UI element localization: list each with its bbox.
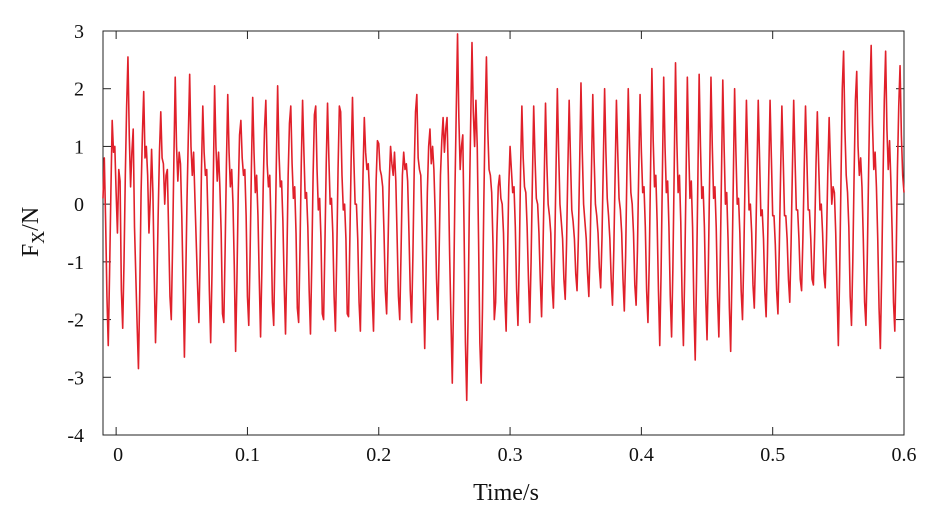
y-axis-title-main: F [18, 244, 44, 257]
series-layer [102, 33, 905, 402]
y-tick-label: -3 [67, 367, 84, 389]
x-tick-label: 0.1 [235, 444, 260, 466]
y-ticks: -4 -3 -2 -1 0 1 2 3 [67, 21, 904, 447]
y-axis-title-unit: /N [18, 207, 44, 231]
y-tick-label: -1 [67, 252, 84, 274]
y-tick-label: 3 [74, 21, 84, 43]
plot-frame [102, 30, 905, 436]
x-tick-label: 0.3 [498, 444, 523, 466]
y-tick-label: 2 [74, 79, 84, 101]
x-tick-label: 0.2 [366, 444, 391, 466]
x-tick-label: 0.5 [760, 444, 785, 466]
y-tick-label: -4 [67, 425, 84, 447]
y-axis-title: FX/N [18, 207, 48, 257]
plot-axes [102, 30, 905, 436]
y-tick-label: 1 [74, 136, 84, 158]
series-line-fx [102, 33, 905, 402]
x-tick-label: 0.6 [892, 444, 917, 466]
x-axis-title: Time/s [473, 480, 539, 506]
x-tick-label: 0 [113, 444, 123, 466]
x-tick-label: 0.4 [629, 444, 654, 466]
y-tick-label: -2 [67, 310, 84, 332]
x-ticks: 0 0.1 0.2 0.3 0.4 0.5 0.6 [113, 31, 917, 466]
y-axis-title-subscript: X [28, 231, 48, 244]
y-tick-label: 0 [74, 194, 84, 216]
